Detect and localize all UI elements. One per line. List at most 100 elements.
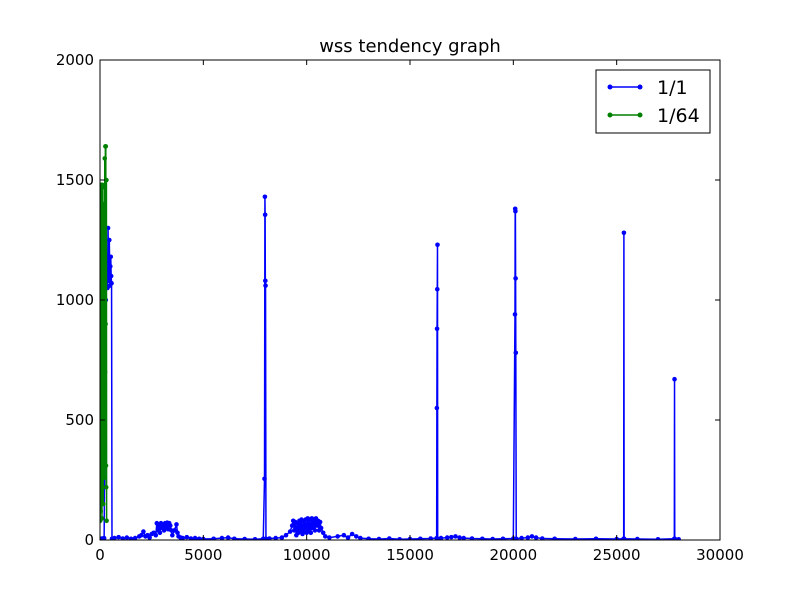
data-point-1-1-62 bbox=[242, 536, 247, 540]
data-point-1-64-22 bbox=[104, 177, 109, 183]
data-point-1-1-70 bbox=[263, 536, 269, 540]
data-point-1-1-138 bbox=[512, 312, 518, 317]
data-point-1-1-115 bbox=[376, 536, 382, 540]
series-line-1-64 bbox=[100, 146, 108, 521]
data-point-1-1-100 bbox=[314, 523, 320, 528]
data-point-1-64-16 bbox=[102, 369, 108, 375]
data-point-1-64-21 bbox=[103, 484, 109, 490]
data-point-1-1-66 bbox=[262, 194, 268, 200]
data-point-1-1-110 bbox=[345, 535, 351, 540]
data-point-1-1-129 bbox=[449, 534, 454, 540]
data-point-1-1-142 bbox=[513, 350, 519, 356]
data-point-1-1-144 bbox=[519, 535, 524, 540]
data-point-1-1-159 bbox=[672, 376, 677, 382]
data-point-1-1-12 bbox=[108, 254, 114, 260]
data-point-1-1-109 bbox=[341, 532, 347, 538]
legend-marker-1-1-left bbox=[607, 84, 613, 90]
data-point-1-1-38 bbox=[161, 528, 167, 533]
data-point-1-64-18 bbox=[103, 321, 108, 327]
chart-title: wss tendency graph bbox=[319, 36, 501, 57]
data-point-1-1-155 bbox=[621, 536, 627, 540]
data-point-1-1-160 bbox=[672, 536, 678, 540]
data-point-1-1-124 bbox=[434, 286, 440, 292]
data-point-1-1-134 bbox=[480, 536, 485, 540]
data-point-1-1-67 bbox=[262, 212, 268, 218]
x-tick-label-25000: 25000 bbox=[593, 546, 641, 564]
x-tick-label-0: 0 bbox=[95, 546, 105, 564]
data-point-1-1-2 bbox=[101, 535, 107, 540]
data-point-1-1-106 bbox=[322, 534, 328, 539]
data-point-1-1-76 bbox=[289, 523, 295, 528]
data-point-1-1-72 bbox=[273, 535, 278, 540]
legend-marker-1-1-right bbox=[637, 84, 643, 90]
data-point-1-1-11 bbox=[108, 264, 113, 269]
data-point-1-64-6 bbox=[100, 516, 105, 521]
data-point-1-1-44 bbox=[167, 523, 173, 528]
y-tick-label-0: 0 bbox=[84, 531, 94, 549]
data-point-1-64-19 bbox=[103, 144, 109, 149]
data-point-1-1-20 bbox=[128, 536, 134, 540]
y-tick-label-500: 500 bbox=[65, 411, 94, 429]
data-point-1-1-74 bbox=[283, 532, 289, 538]
data-point-1-1-73 bbox=[279, 535, 285, 540]
legend: 1/1 1/64 bbox=[595, 69, 711, 134]
data-point-1-1-19 bbox=[124, 535, 130, 540]
data-point-1-1-107 bbox=[327, 535, 332, 540]
data-point-1-1-69 bbox=[263, 283, 268, 288]
data-point-1-1-55 bbox=[192, 535, 198, 540]
data-point-1-1-108 bbox=[335, 534, 340, 539]
data-point-1-1-113 bbox=[358, 535, 363, 540]
x-tick-label-10000: 10000 bbox=[283, 546, 331, 564]
data-point-1-1-117 bbox=[397, 536, 402, 540]
data-point-1-1-24 bbox=[141, 529, 146, 534]
data-point-1-1-75 bbox=[287, 529, 293, 534]
data-point-1-1-18 bbox=[120, 536, 126, 540]
data-point-1-1-116 bbox=[387, 536, 392, 540]
data-point-1-1-133 bbox=[469, 536, 475, 540]
data-point-1-1-61 bbox=[232, 536, 237, 540]
data-point-1-1-48 bbox=[174, 522, 179, 527]
data-point-1-1-156 bbox=[635, 536, 640, 540]
data-point-1-1-120 bbox=[428, 536, 433, 540]
legend-label-1-64: 1/64 bbox=[657, 105, 700, 127]
data-point-1-1-131 bbox=[457, 535, 462, 540]
data-point-1-64-15 bbox=[102, 156, 108, 161]
data-point-1-1-112 bbox=[353, 534, 359, 539]
data-point-1-1-71 bbox=[267, 536, 272, 540]
data-point-1-1-150 bbox=[573, 536, 578, 540]
data-point-1-1-136 bbox=[500, 536, 506, 540]
y-tick-label-1000: 1000 bbox=[56, 291, 94, 309]
data-point-1-1-52 bbox=[180, 535, 185, 540]
data-point-1-1-98 bbox=[312, 528, 318, 533]
y-tick-label-2000: 2000 bbox=[56, 51, 94, 69]
data-point-1-1-119 bbox=[418, 536, 423, 540]
data-point-1-1-63 bbox=[252, 536, 258, 540]
data-point-1-1-21 bbox=[132, 535, 138, 540]
data-point-1-1-68 bbox=[263, 278, 268, 284]
data-point-1-1-58 bbox=[211, 536, 216, 540]
data-point-1-64-10 bbox=[100, 501, 106, 507]
data-point-1-1-30 bbox=[153, 532, 159, 538]
data-point-1-1-125 bbox=[435, 242, 440, 248]
data-point-1-1-128 bbox=[444, 535, 450, 540]
data-point-1-1-104 bbox=[318, 525, 324, 531]
data-point-1-1-132 bbox=[461, 535, 467, 540]
data-point-1-1-49 bbox=[175, 530, 180, 536]
data-point-1-64-5 bbox=[100, 252, 104, 257]
data-point-1-1-141 bbox=[513, 276, 518, 281]
data-point-1-64-13 bbox=[101, 184, 107, 190]
data-point-1-1-143 bbox=[513, 536, 519, 540]
data-point-1-1-105 bbox=[320, 530, 326, 536]
data-point-1-1-54 bbox=[188, 536, 194, 540]
legend-marker-1-64-left bbox=[607, 112, 613, 118]
data-point-1-1-17 bbox=[116, 534, 121, 540]
data-point-1-1-161 bbox=[676, 536, 681, 540]
data-point-1-64-20 bbox=[103, 463, 109, 468]
axes-ticks: 0 5000 10000 15000 20000 25000 30000 0 500 1000 15… bbox=[56, 51, 744, 564]
data-point-1-1-130 bbox=[453, 534, 458, 539]
data-point-1-64-14 bbox=[102, 475, 107, 480]
data-point-1-64-12 bbox=[101, 427, 107, 432]
data-point-1-64-9 bbox=[100, 228, 106, 233]
data-point-1-1-111 bbox=[349, 531, 355, 537]
data-point-1-64-4 bbox=[100, 487, 104, 492]
